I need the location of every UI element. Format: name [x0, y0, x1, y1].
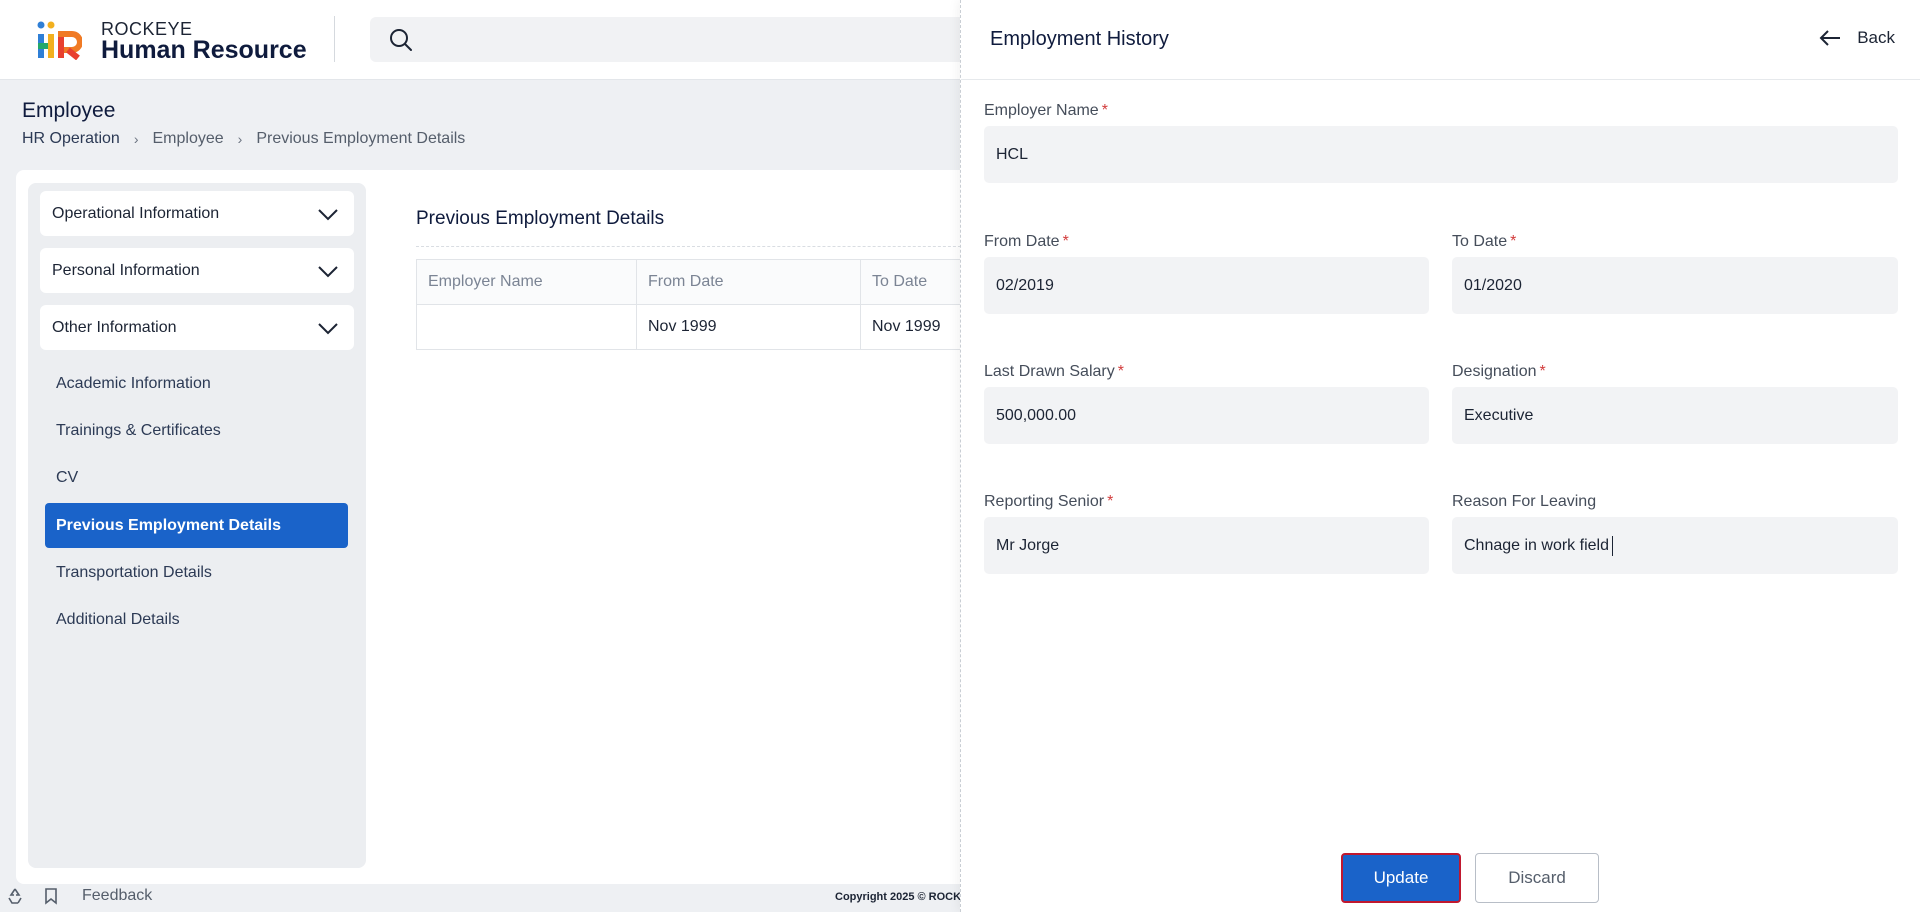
text-caret — [1611, 535, 1613, 556]
drawer-header: Employment History Back — [961, 0, 1920, 80]
designation-label: Designation * — [1452, 363, 1546, 381]
cell-employer-name — [416, 304, 637, 350]
reporting-senior-field[interactable] — [984, 517, 1429, 574]
column-header-employer-name[interactable]: Employer Name — [416, 259, 637, 305]
breadcrumb-hr-operation[interactable]: HR Operation — [22, 130, 120, 147]
copyright-text: Copyright 2025 © ROCKE — [835, 891, 969, 903]
arrow-left-icon — [1819, 30, 1841, 46]
sidebar-item-previous-employment-details[interactable]: Previous Employment Details — [45, 503, 348, 548]
cell-from-date: Nov 1999 — [636, 304, 861, 350]
employer-name-label-text: Employer Name — [984, 102, 1099, 119]
to-date-label-text: To Date — [1452, 233, 1508, 250]
to-date-label: To Date * — [1452, 233, 1516, 251]
header-divider — [334, 16, 335, 62]
required-marker: * — [1101, 102, 1108, 119]
update-button[interactable]: Update — [1341, 853, 1461, 903]
brand-title: Human Resource — [101, 36, 307, 64]
required-marker: * — [1510, 233, 1517, 250]
brand-subtitle: ROCKEYE — [101, 19, 193, 39]
sidebar-item-additional-details[interactable]: Additional Details — [56, 610, 180, 628]
breadcrumb-current: Previous Employment Details — [256, 130, 466, 147]
chevron-down-icon[interactable] — [316, 202, 340, 226]
back-label: Back — [1857, 28, 1895, 47]
sidebar-group-label: Other Information — [52, 318, 177, 336]
search-bar[interactable] — [370, 17, 1010, 62]
bookmark-icon[interactable] — [42, 887, 60, 905]
chevron-right-icon: › — [237, 131, 243, 147]
sidebar-group-label: Personal Information — [52, 261, 200, 279]
sidebar-group-label: Operational Information — [52, 204, 220, 222]
last-drawn-salary-label-text: Last Drawn Salary — [984, 363, 1115, 380]
sidebar-item-cv[interactable]: CV — [56, 468, 79, 486]
page-title: Employee — [22, 99, 116, 122]
chevron-right-icon: › — [133, 131, 139, 147]
column-header-from-date[interactable]: From Date — [636, 259, 861, 305]
employer-name-label: Employer Name * — [984, 102, 1108, 120]
reporting-senior-label-text: Reporting Senior — [984, 493, 1105, 510]
reason-for-leaving-field[interactable]: Chnage in work field — [1452, 517, 1898, 574]
discard-button[interactable]: Discard — [1475, 853, 1599, 903]
section-title: Previous Employment Details — [416, 208, 665, 229]
required-marker: * — [1107, 493, 1114, 510]
chevron-down-icon[interactable] — [316, 316, 340, 340]
breadcrumb: HR Operation › Employee › Previous Emplo… — [22, 130, 465, 148]
sidebar-item-academic-information[interactable]: Academic Information — [56, 374, 211, 392]
chevron-down-icon[interactable] — [316, 259, 340, 283]
search-icon[interactable] — [388, 27, 414, 53]
reporting-senior-label: Reporting Senior * — [984, 493, 1113, 511]
reason-for-leaving-value: Chnage in work field — [1464, 536, 1609, 554]
designation-label-text: Designation — [1452, 363, 1537, 380]
from-date-label: From Date * — [984, 233, 1069, 251]
sidebar: Operational Information Personal Informa… — [28, 183, 366, 868]
sidebar-group-other-information[interactable]: Other Information — [40, 305, 354, 350]
required-marker: * — [1062, 233, 1069, 250]
recycle-icon[interactable] — [6, 887, 24, 905]
employer-name-field[interactable] — [984, 126, 1898, 183]
sidebar-item-trainings-certificates[interactable]: Trainings & Certificates — [56, 421, 221, 439]
required-marker: * — [1539, 363, 1546, 380]
section-divider — [416, 246, 976, 247]
required-marker: * — [1117, 363, 1124, 380]
sidebar-group-personal-information[interactable]: Personal Information — [40, 248, 354, 293]
from-date-field[interactable] — [984, 257, 1429, 314]
sidebar-group-operational-information[interactable]: Operational Information — [40, 191, 354, 236]
from-date-label-text: From Date — [984, 233, 1060, 250]
feedback-link[interactable]: Feedback — [82, 887, 153, 904]
last-drawn-salary-field[interactable] — [984, 387, 1429, 444]
designation-field[interactable] — [1452, 387, 1898, 444]
breadcrumb-employee[interactable]: Employee — [152, 130, 224, 147]
sidebar-item-transportation-details[interactable]: Transportation Details — [56, 563, 212, 581]
employment-history-drawer: Employment History Back Employer Name* F… — [960, 0, 1920, 912]
back-button[interactable]: Back — [1819, 28, 1895, 48]
hr-logo-icon[interactable] — [36, 20, 82, 60]
last-drawn-salary-label: Last Drawn Salary * — [984, 363, 1124, 381]
drawer-title: Employment History — [990, 28, 1169, 50]
to-date-field[interactable] — [1452, 257, 1898, 314]
reason-for-leaving-label: Reason For Leaving — [1452, 493, 1597, 510]
